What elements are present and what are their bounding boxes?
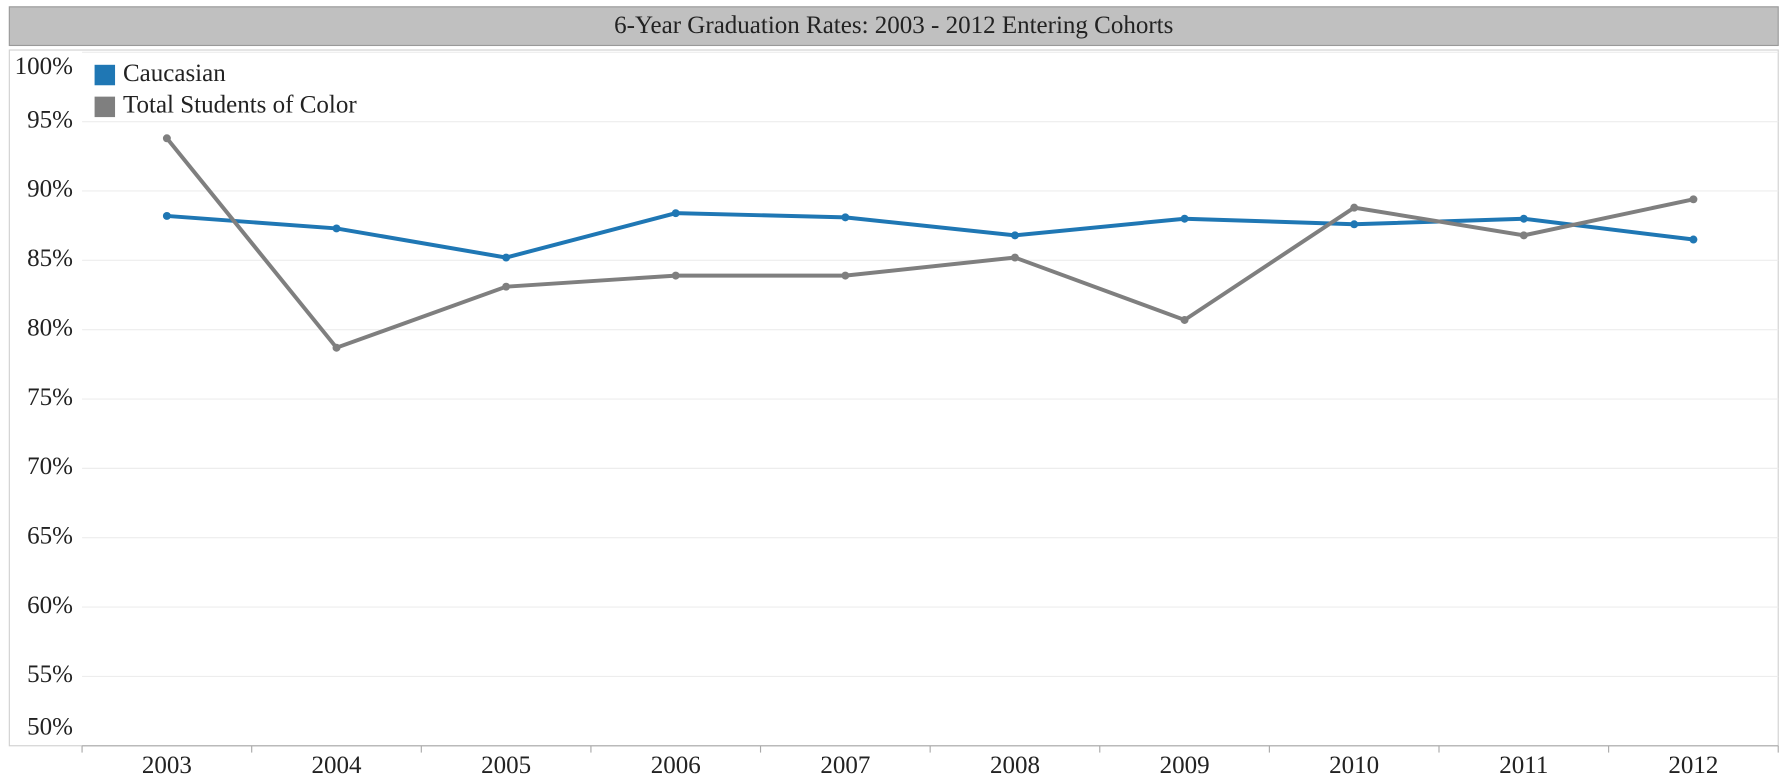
- legend-label: Caucasian: [123, 60, 226, 87]
- x-tick-label: 2011: [1499, 752, 1548, 779]
- x-tick-label: 2010: [1329, 752, 1379, 779]
- x-tick-label: 2008: [990, 752, 1040, 779]
- series-line: [165, 137, 1694, 351]
- x-tick-label: 2005: [481, 752, 531, 779]
- data-point: [332, 343, 341, 352]
- y-tick-label: 85%: [27, 245, 73, 272]
- data-point: [671, 271, 680, 280]
- data-point: [1519, 214, 1528, 223]
- data-point: [1689, 195, 1698, 204]
- data-point: [1689, 235, 1698, 244]
- data-point: [162, 211, 171, 220]
- y-tick-label: 90%: [27, 176, 73, 203]
- data-point: [162, 134, 171, 143]
- x-tick-label: 2007: [820, 752, 870, 779]
- data-point: [1010, 231, 1019, 240]
- data-point: [841, 271, 850, 280]
- x-tick-label: 2003: [142, 752, 192, 779]
- data-point: [1350, 220, 1359, 229]
- y-tick-label: 80%: [27, 314, 73, 341]
- data-point: [502, 282, 511, 291]
- series-line: [166, 211, 1694, 260]
- legend-swatch: [94, 64, 116, 86]
- y-tick-label: 65%: [27, 522, 73, 549]
- data-point: [332, 224, 341, 233]
- y-tick-label: 55%: [27, 661, 73, 688]
- data-point: [1350, 203, 1359, 212]
- y-tick-label: 70%: [27, 453, 73, 480]
- plot-frame: [8, 49, 1779, 747]
- x-tick-label: 2009: [1160, 752, 1210, 779]
- y-tick-label: 50%: [27, 713, 73, 740]
- x-tick-label: 2004: [312, 752, 363, 779]
- data-point: [1180, 315, 1189, 324]
- chart-title: 6-Year Graduation Rates: 2003 - 2012 Ent…: [614, 12, 1173, 39]
- title-bar: [8, 6, 1779, 47]
- y-tick-label: 60%: [27, 592, 73, 619]
- y-tick-label: 100%: [15, 53, 73, 80]
- data-point: [1010, 253, 1019, 262]
- x-tick-label: 2012: [1668, 752, 1718, 779]
- data-point: [1519, 231, 1528, 240]
- data-point: [1180, 214, 1189, 223]
- y-tick-label: 95%: [27, 106, 73, 133]
- x-tick-label: 2006: [651, 752, 701, 779]
- data-point: [841, 213, 850, 222]
- legend-label: Total Students of Color: [123, 92, 357, 119]
- data-point: [502, 253, 511, 262]
- legend-swatch: [94, 96, 116, 118]
- y-tick-label: 75%: [27, 384, 73, 411]
- data-point: [671, 209, 680, 218]
